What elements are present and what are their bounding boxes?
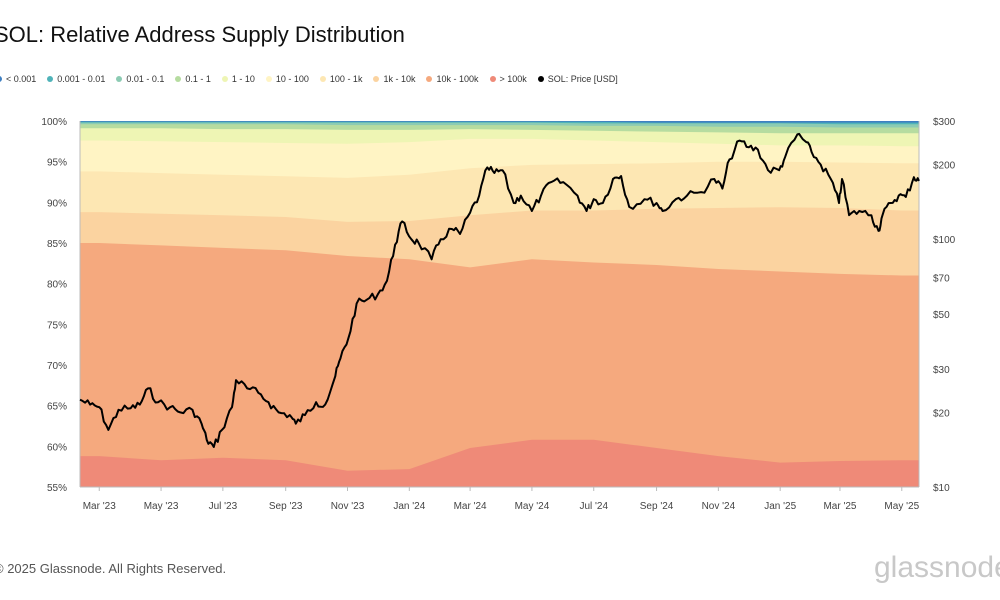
y-left-tick-label: 90% xyxy=(47,198,67,209)
x-tick-label: Jul '24 xyxy=(579,501,608,512)
y-right-tick-label: $20 xyxy=(933,408,950,419)
y-left-tick-label: 80% xyxy=(47,280,67,291)
x-tick-label: Mar '24 xyxy=(454,501,487,512)
legend-item[interactable]: < 0.001 xyxy=(0,74,36,84)
area-band-10k-100k xyxy=(80,243,919,487)
x-tick-label: Mar '23 xyxy=(83,501,116,512)
x-tick-label: Jan '25 xyxy=(764,501,796,512)
price-line xyxy=(79,132,920,448)
legend-label: > 100k xyxy=(499,74,527,84)
legend-swatch xyxy=(221,76,228,82)
legend-item[interactable]: 1k - 10k xyxy=(373,74,415,84)
glassnode-logo: glassnode xyxy=(874,551,1000,584)
legend-item[interactable]: 10 - 100 xyxy=(265,74,309,84)
legend-label: 0.001 - 0.01 xyxy=(57,74,106,84)
x-tick-label: Nov '24 xyxy=(702,501,736,512)
legend-swatch xyxy=(175,76,182,82)
legend-item[interactable]: 1 - 10 xyxy=(221,74,255,84)
legend-item[interactable]: > 100k xyxy=(489,74,527,84)
y-right-tick-label: $30 xyxy=(933,365,950,376)
y-right-tick-label: $300 xyxy=(933,117,956,128)
legend-label: SOL: Price [USD] xyxy=(547,74,618,84)
legend-label: 10k - 100k xyxy=(436,74,479,84)
legend-item[interactable]: 10k - 100k xyxy=(426,74,479,84)
y-left-tick-label: 60% xyxy=(47,442,67,453)
legend-swatch xyxy=(0,76,2,82)
legend-swatch xyxy=(265,76,272,82)
legend-item[interactable]: 100 - 1k xyxy=(319,74,363,84)
y-left-tick-label: 100% xyxy=(41,117,67,128)
legend-swatch xyxy=(426,76,433,82)
y-right-tick-label: $10 xyxy=(933,483,950,494)
x-tick-label: Mar '25 xyxy=(823,501,856,512)
legend-swatch xyxy=(47,76,54,82)
legend-item[interactable]: 0.01 - 0.1 xyxy=(116,74,164,84)
y-left-tick-label: 65% xyxy=(47,402,67,413)
y-left-tick-label: 85% xyxy=(47,239,67,250)
legend-item[interactable]: 0.1 - 1 xyxy=(175,74,211,84)
legend-label: 1 - 10 xyxy=(231,74,255,84)
y-right-tick-label: $200 xyxy=(933,161,956,172)
copyright-text: © 2025 Glassnode. All Rights Reserved. xyxy=(0,561,227,576)
x-tick-label: Jan '24 xyxy=(393,501,425,512)
legend-swatch xyxy=(537,76,544,82)
x-tick-label: Nov '23 xyxy=(331,501,365,512)
x-tick-label: May '23 xyxy=(144,501,179,512)
x-tick-label: Sep '23 xyxy=(269,501,303,512)
y-right-tick-label: $50 xyxy=(933,310,950,321)
y-left-tick-label: 75% xyxy=(47,320,67,331)
y-right-tick-label: $70 xyxy=(933,274,950,285)
legend-swatch xyxy=(489,76,496,82)
x-tick-label: Jul '23 xyxy=(209,501,238,512)
legend-item[interactable]: SOL: Price [USD] xyxy=(537,74,618,84)
y-left-tick-label: 95% xyxy=(47,158,67,169)
x-tick-label: Sep '24 xyxy=(640,501,674,512)
legend-swatch xyxy=(373,76,380,82)
chart-title: SOL: Relative Address Supply Distributio… xyxy=(0,22,405,47)
y-right-tick-label: $100 xyxy=(933,235,956,246)
y-left-tick-label: 55% xyxy=(47,483,67,494)
x-tick-label: May '24 xyxy=(515,501,550,512)
legend-label: 0.1 - 1 xyxy=(185,74,211,84)
legend-label: < 0.001 xyxy=(6,74,37,84)
legend-label: 1k - 10k xyxy=(383,74,416,84)
chart-legend: < 0.001 0.001 - 0.01 0.01 - 0.1 0.1 - 1 1 - … xyxy=(0,72,629,86)
legend-label: 100 - 1k xyxy=(329,74,363,84)
x-tick-label: May '25 xyxy=(884,501,919,512)
legend-swatch xyxy=(116,76,123,82)
y-left-tick-label: 70% xyxy=(47,361,67,372)
legend-item[interactable]: 0.001 - 0.01 xyxy=(47,74,105,84)
legend-label: 10 - 100 xyxy=(275,74,309,84)
legend-swatch xyxy=(319,76,326,82)
area-band--100k xyxy=(80,439,919,487)
legend-label: 0.01 - 0.1 xyxy=(126,74,165,84)
